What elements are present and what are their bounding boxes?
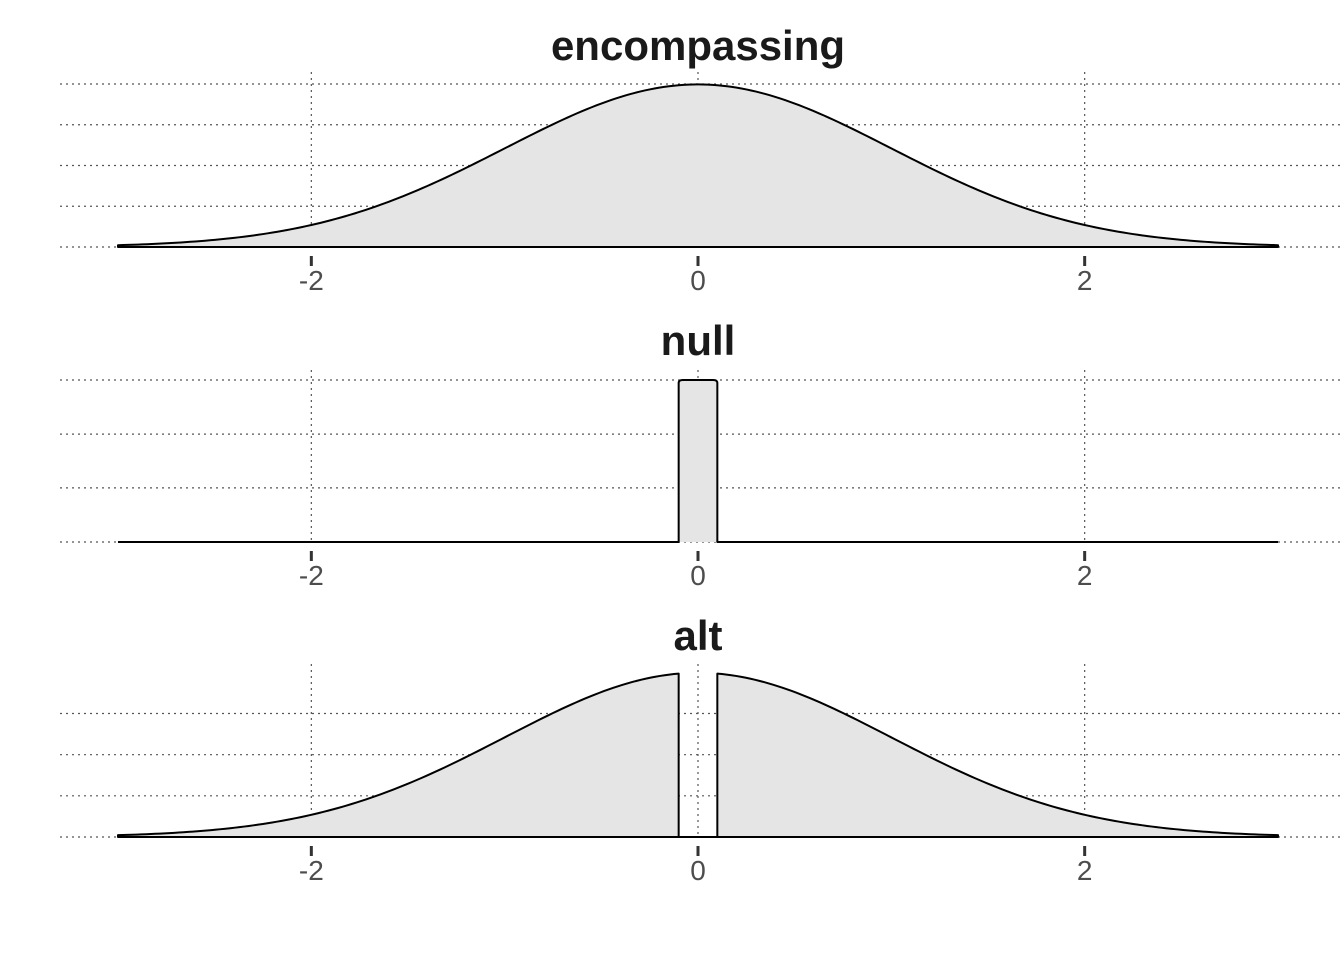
x-tick-label: 0 xyxy=(690,855,706,886)
density-area xyxy=(117,672,1279,838)
x-tick-label: 0 xyxy=(690,265,706,296)
panel-alt: alt -2 0 2 xyxy=(60,612,1340,886)
grid-layer xyxy=(60,664,1340,838)
density-area xyxy=(118,379,1278,543)
x-tick-label: -2 xyxy=(299,855,324,886)
x-tick-label: 0 xyxy=(690,560,706,591)
x-axis: -2 0 2 xyxy=(299,551,1093,591)
x-tick-label: 2 xyxy=(1077,560,1093,591)
x-tick-label: -2 xyxy=(299,265,324,296)
panel-title: null xyxy=(661,317,736,364)
x-axis: -2 0 2 xyxy=(299,256,1093,296)
x-tick-label: 2 xyxy=(1077,265,1093,296)
panel-title: encompassing xyxy=(551,22,845,69)
x-tick-label: 2 xyxy=(1077,855,1093,886)
x-tick-label: -2 xyxy=(299,560,324,591)
density-area xyxy=(117,83,1279,248)
x-axis: -2 0 2 xyxy=(299,846,1093,886)
panel-null: null -2 0 2 xyxy=(60,317,1340,591)
panel-title: alt xyxy=(673,612,722,659)
panel-encompassing: encompassing -2 0 2 xyxy=(60,22,1340,296)
